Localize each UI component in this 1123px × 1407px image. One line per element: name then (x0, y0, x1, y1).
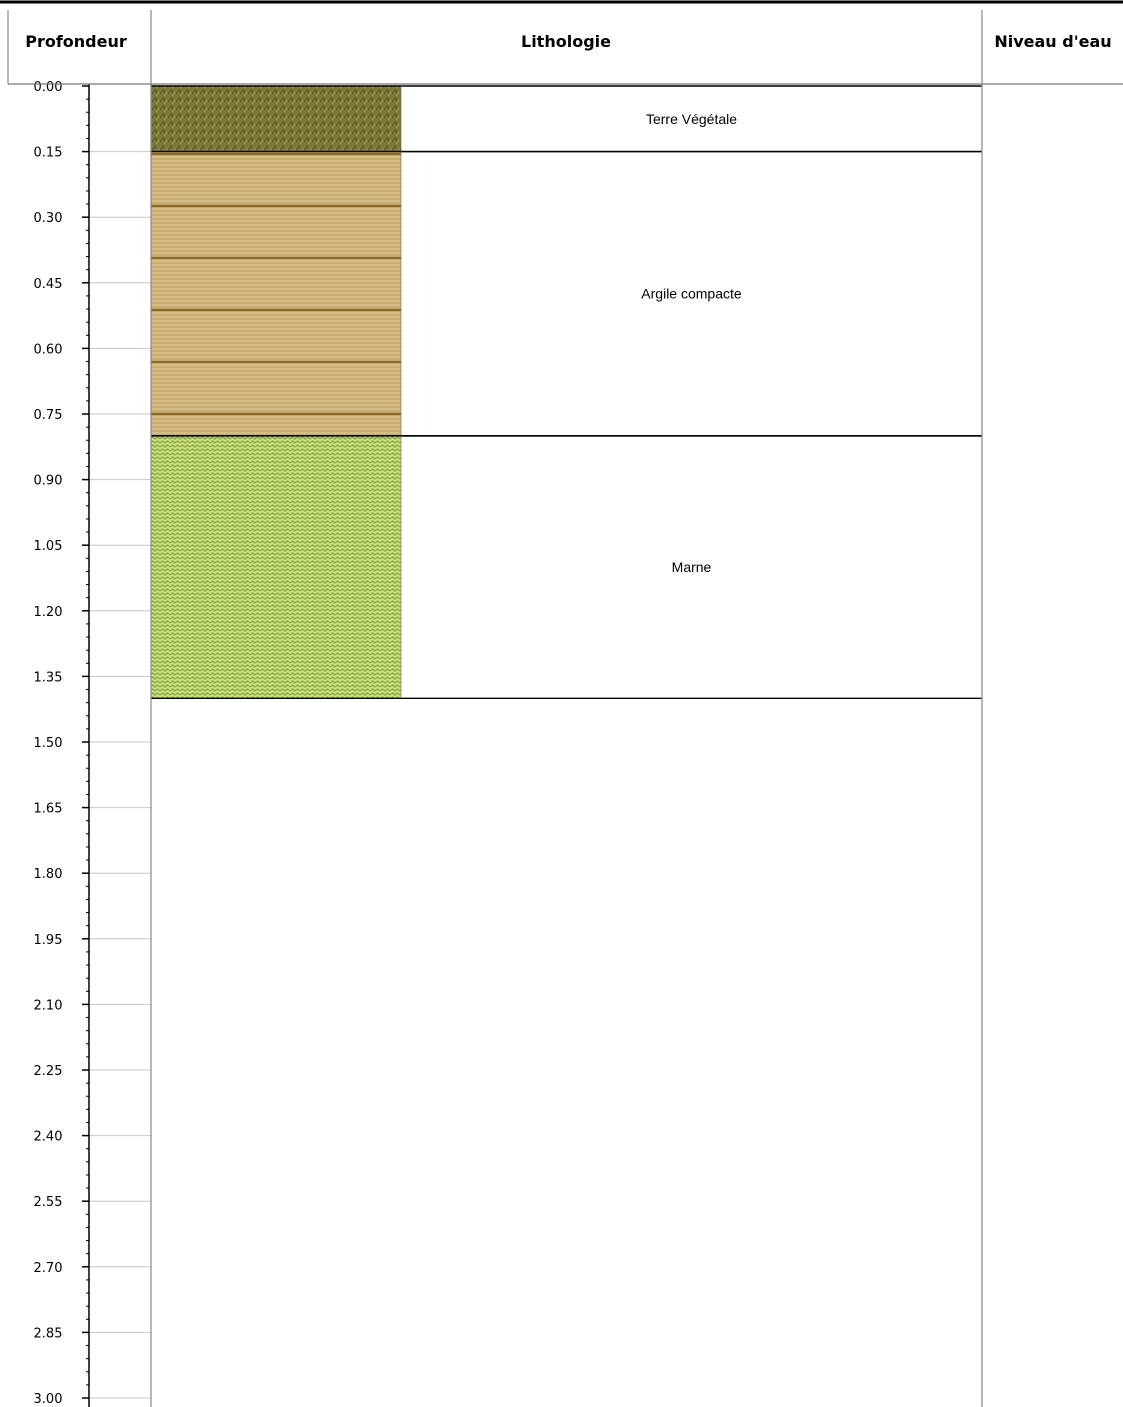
depth-tick-label: 2.25 (34, 1064, 63, 1079)
depth-tick-label: 1.35 (34, 670, 63, 685)
layer-pattern-clay (151, 151, 401, 436)
depth-tick-label: 1.65 (34, 802, 63, 817)
depth-tick-label: 1.80 (34, 867, 63, 882)
depth-tick-label: 0.60 (34, 342, 63, 357)
depth-tick-label: 0.75 (34, 408, 63, 423)
depth-tick-label: 2.85 (34, 1326, 63, 1341)
depth-tick-label: 0.90 (34, 474, 63, 489)
lithology-header: Lithologie (521, 32, 611, 51)
lithology-layers: Terre Végétale Argile compacte Marne (151, 85, 982, 699)
layer-label: Marne (672, 559, 712, 575)
depth-tick-label: 2.40 (34, 1130, 63, 1145)
depth-tick-label: 1.05 (34, 539, 63, 554)
water-level-header: Niveau d'eau (994, 32, 1111, 51)
depth-tick-label: 0.30 (34, 211, 63, 226)
layer-label: Terre Végétale (646, 111, 737, 127)
depth-tick-label: 0.45 (34, 277, 63, 292)
depth-tick-label: 1.50 (34, 736, 63, 751)
layer-label: Argile compacte (641, 286, 742, 302)
depth-tick-label: 2.70 (34, 1261, 63, 1276)
depth-tick-label: 1.95 (34, 933, 63, 948)
layer-pattern-marl (151, 435, 401, 699)
depth-header: Profondeur (25, 32, 127, 51)
depth-tick-label: 0.15 (34, 146, 63, 161)
depth-tick-label: 2.10 (34, 998, 63, 1013)
depth-tick-label: 2.55 (34, 1195, 63, 1210)
depth-tick-label: 0.00 (34, 80, 63, 95)
depth-tick-label: 1.20 (34, 605, 63, 620)
table-frame (7, 10, 1123, 1407)
depth-tick-label: 3.00 (34, 1392, 63, 1407)
depth-axis: 0.00 0.15 0.30 0.45 0.60 0.75 0.90 1.05 1.20 1.35… (34, 80, 90, 1407)
layer-pattern-topsoil (151, 86, 401, 152)
depth-gridlines (89, 151, 151, 1399)
